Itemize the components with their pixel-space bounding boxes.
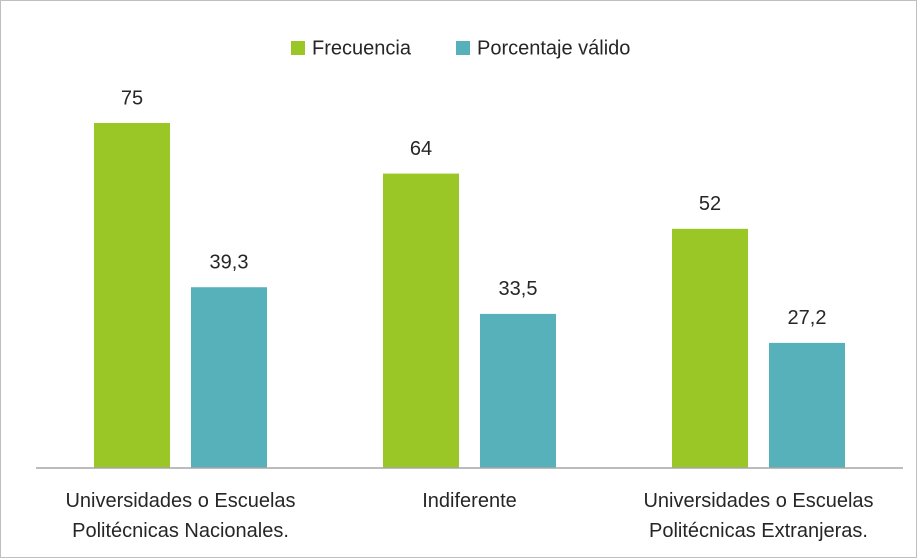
bar [672, 228, 748, 468]
legend-label: Frecuencia [312, 37, 412, 59]
data-label: 75 [121, 87, 143, 109]
bar [94, 123, 170, 468]
bar [191, 287, 267, 468]
x-tick-label: Universidades o Escuelas Politécnicas Na… [65, 490, 296, 542]
data-label: 33,5 [499, 278, 538, 300]
data-label: 64 [410, 138, 432, 160]
data-label: 27,2 [788, 307, 827, 329]
data-label: 52 [699, 193, 721, 215]
x-tick-label: Universidades o Escuelas Politécnicas Ex… [643, 490, 874, 542]
legend-swatch [456, 41, 470, 55]
bar [383, 173, 459, 468]
data-label: 39,3 [210, 252, 249, 274]
legend-swatch [291, 41, 305, 55]
bar [769, 342, 845, 468]
x-tick-label: Indiferente [422, 490, 517, 512]
legend-label: Porcentaje válido [477, 37, 630, 59]
bar [480, 313, 556, 468]
